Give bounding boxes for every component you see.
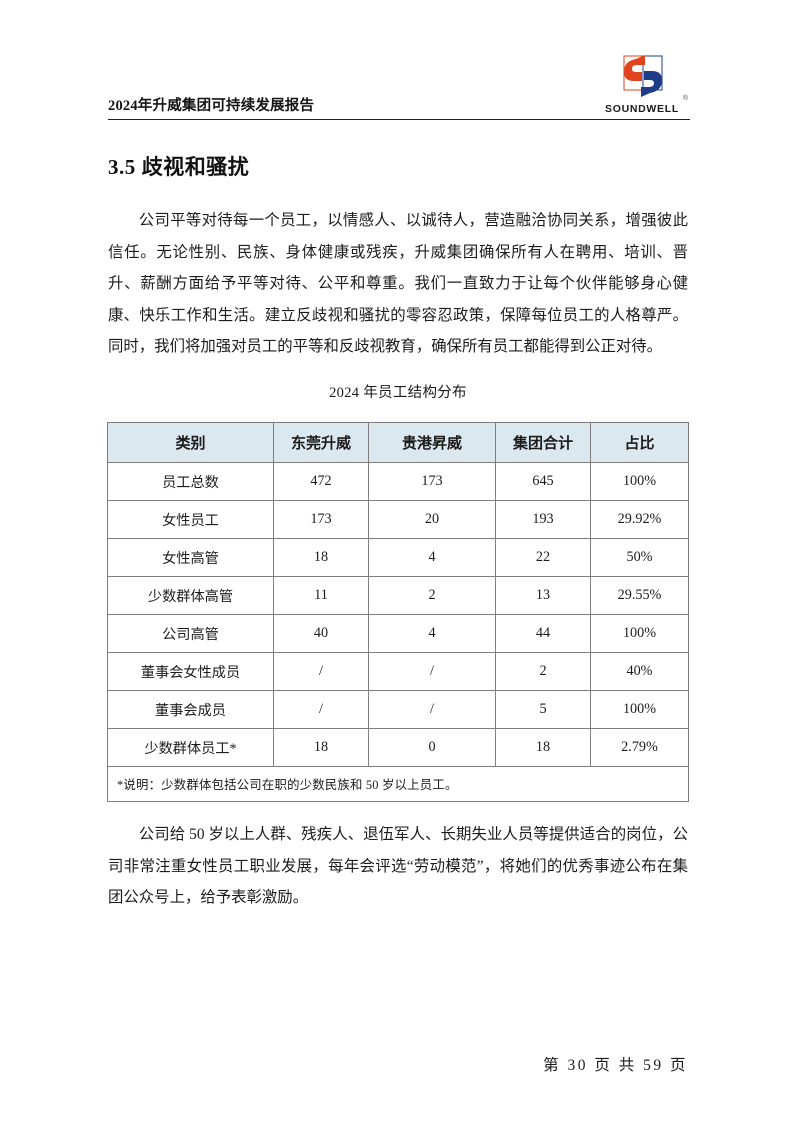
cell-group-total: 5 <box>495 690 591 729</box>
cell-guigang: 20 <box>368 500 496 539</box>
table-footnote: *说明：少数群体包括公司在职的少数民族和 50 岁以上员工。 <box>107 766 689 802</box>
cell-category: 董事会成员 <box>107 690 274 729</box>
cell-group-total: 44 <box>495 614 591 653</box>
page-number-footer: 第 30 页 共 59 页 <box>543 1057 688 1074</box>
cell-percentage: 100% <box>590 690 689 729</box>
table-note-row: *说明：少数群体包括公司在职的少数民族和 50 岁以上员工。 <box>107 766 689 802</box>
registered-trademark-icon: ® <box>682 95 688 102</box>
cell-dongguan: 40 <box>273 614 369 653</box>
cell-dongguan: 11 <box>273 576 369 615</box>
cell-group-total: 13 <box>495 576 591 615</box>
column-header-group-total: 集团合计 <box>495 422 591 463</box>
table-row: 少数群体员工* 18 0 18 2.79% <box>107 728 689 767</box>
cell-dongguan: 18 <box>273 728 369 767</box>
table-row: 员工总数 472 173 645 100% <box>107 462 689 501</box>
cell-category: 女性高管 <box>107 538 274 577</box>
cell-group-total: 18 <box>495 728 591 767</box>
cell-category: 公司高管 <box>107 614 274 653</box>
cell-category: 女性员工 <box>107 500 274 539</box>
cell-guigang: / <box>368 690 496 729</box>
cell-guigang: 0 <box>368 728 496 767</box>
table-row: 女性高管 18 4 22 50% <box>107 538 689 577</box>
cell-percentage: 50% <box>590 538 689 577</box>
cell-dongguan: / <box>273 652 369 691</box>
table-row: 董事会女性成员 / / 2 40% <box>107 652 689 691</box>
cell-dongguan: 472 <box>273 462 369 501</box>
cell-category: 少数群体员工* <box>107 728 274 767</box>
cell-guigang: 4 <box>368 538 496 577</box>
section-number: 3.5 <box>108 155 136 180</box>
cell-percentage: 29.92% <box>590 500 689 539</box>
table-row: 董事会成员 / / 5 100% <box>107 690 689 729</box>
cell-category: 少数群体高管 <box>107 576 274 615</box>
closing-paragraph: 公司给 50 岁以上人群、残疾人、退伍军人、长期失业人员等提供适合的岗位，公司非… <box>108 826 688 907</box>
column-header-dongguan: 东莞升威 <box>273 422 369 463</box>
cell-dongguan: / <box>273 690 369 729</box>
section-heading: 3.5 歧视和骚扰 <box>108 151 249 181</box>
column-header-category: 类别 <box>107 422 274 463</box>
table-header-row: 类别 东莞升威 贵港昇威 集团合计 占比 <box>107 422 689 463</box>
table-caption: 2024 年员工结构分布 <box>329 385 467 401</box>
cell-category: 员工总数 <box>107 462 274 501</box>
cell-group-total: 2 <box>495 652 591 691</box>
soundwell-logo-icon <box>620 54 666 98</box>
cell-guigang: 4 <box>368 614 496 653</box>
cell-percentage: 29.55% <box>590 576 689 615</box>
header-title: 2024年升威集团可持续发展报告 <box>108 98 315 114</box>
company-logo: ® SOUNDWELL <box>594 54 690 116</box>
employee-structure-table: 类别 东莞升威 贵港昇威 集团合计 占比 员工总数 472 173 645 10… <box>107 422 689 802</box>
cell-group-total: 645 <box>495 462 591 501</box>
cell-dongguan: 173 <box>273 500 369 539</box>
section-title: 歧视和骚扰 <box>141 155 250 180</box>
cell-percentage: 100% <box>590 462 689 501</box>
cell-percentage: 100% <box>590 614 689 653</box>
document-header: 2024年升威集团可持续发展报告 ® SOUNDWELL <box>108 52 690 120</box>
cell-guigang: / <box>368 652 496 691</box>
cell-percentage: 2.79% <box>590 728 689 767</box>
column-header-guigang: 贵港昇威 <box>368 422 496 463</box>
cell-guigang: 2 <box>368 576 496 615</box>
table-row: 公司高管 40 4 44 100% <box>107 614 689 653</box>
cell-percentage: 40% <box>590 652 689 691</box>
logo-wordmark: SOUNDWELL <box>605 103 679 115</box>
column-header-percentage: 占比 <box>590 422 689 463</box>
header-divider <box>108 119 690 120</box>
cell-guigang: 173 <box>368 462 496 501</box>
cell-group-total: 22 <box>495 538 591 577</box>
table-row: 少数群体高管 11 2 13 29.55% <box>107 576 689 615</box>
table-row: 女性员工 173 20 193 29.92% <box>107 500 689 539</box>
cell-group-total: 193 <box>495 500 591 539</box>
intro-paragraph: 公司平等对待每一个员工，以情感人、以诚待人，营造融洽协同关系，增强彼此信任。无论… <box>108 212 688 356</box>
cell-dongguan: 18 <box>273 538 369 577</box>
cell-category: 董事会女性成员 <box>107 652 274 691</box>
